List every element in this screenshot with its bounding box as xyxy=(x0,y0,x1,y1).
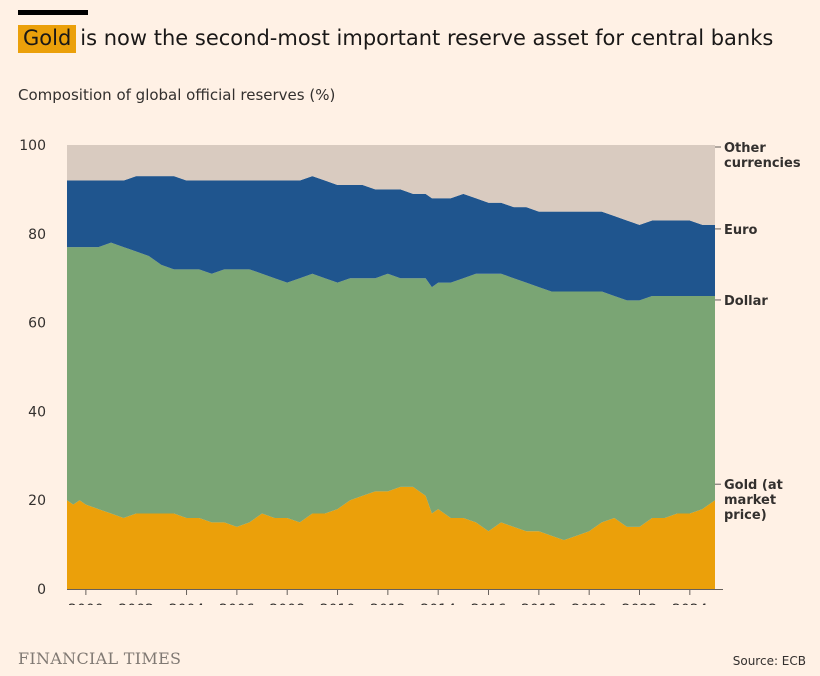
x-tick-label: 2002 xyxy=(118,602,154,605)
chart-title: Gold is now the second-most important res… xyxy=(18,25,774,53)
ft-logo: FINANCIAL TIMES xyxy=(18,649,182,668)
area-euro xyxy=(67,176,715,301)
x-tick-label: 2014 xyxy=(420,602,456,605)
x-tick-label: 2004 xyxy=(169,602,205,605)
y-tick-label: 20 xyxy=(28,493,46,509)
y-tick-label: 40 xyxy=(28,404,46,420)
x-tick-label: 2022 xyxy=(622,602,658,605)
x-tick-label: 2024 xyxy=(672,602,708,605)
top-accent-bar xyxy=(18,10,88,15)
area-dollar xyxy=(67,242,715,541)
x-tick-label: 2006 xyxy=(219,602,255,605)
source-note: Source: ECB xyxy=(732,654,806,668)
series-label: Euro xyxy=(724,223,758,238)
area-other-currencies xyxy=(67,145,715,225)
y-tick-label: 100 xyxy=(19,138,46,154)
stacked-area-chart: 0 20 40 60 80 100 2000 2002 2004 2006 2008 2010 2012… xyxy=(19,138,801,605)
title-highlight: Gold xyxy=(18,25,77,53)
x-tick-label: 2020 xyxy=(571,602,607,605)
y-tick-label: 0 xyxy=(37,582,46,598)
area-gold-at-market-price xyxy=(67,486,715,589)
series-label: market xyxy=(724,493,776,508)
series-label: currencies xyxy=(724,156,801,171)
series-label: price) xyxy=(724,508,767,523)
x-tick-label: 2000 xyxy=(68,602,104,605)
x-tick-label: 2018 xyxy=(521,602,557,605)
x-tick-label: 2016 xyxy=(471,602,507,605)
chart-subtitle: Composition of global official reserves … xyxy=(18,86,336,104)
series-label: Other xyxy=(724,141,766,156)
x-tick-label: 2008 xyxy=(269,602,305,605)
title-text: is now the second-most important reserve… xyxy=(80,26,774,50)
x-tick-label: 2010 xyxy=(320,602,356,605)
y-tick-label: 80 xyxy=(28,227,46,243)
y-tick-label: 60 xyxy=(28,316,46,332)
x-tick-label: 2012 xyxy=(370,602,406,605)
series-label: Gold (at xyxy=(724,478,783,493)
series-label: Dollar xyxy=(724,294,768,309)
